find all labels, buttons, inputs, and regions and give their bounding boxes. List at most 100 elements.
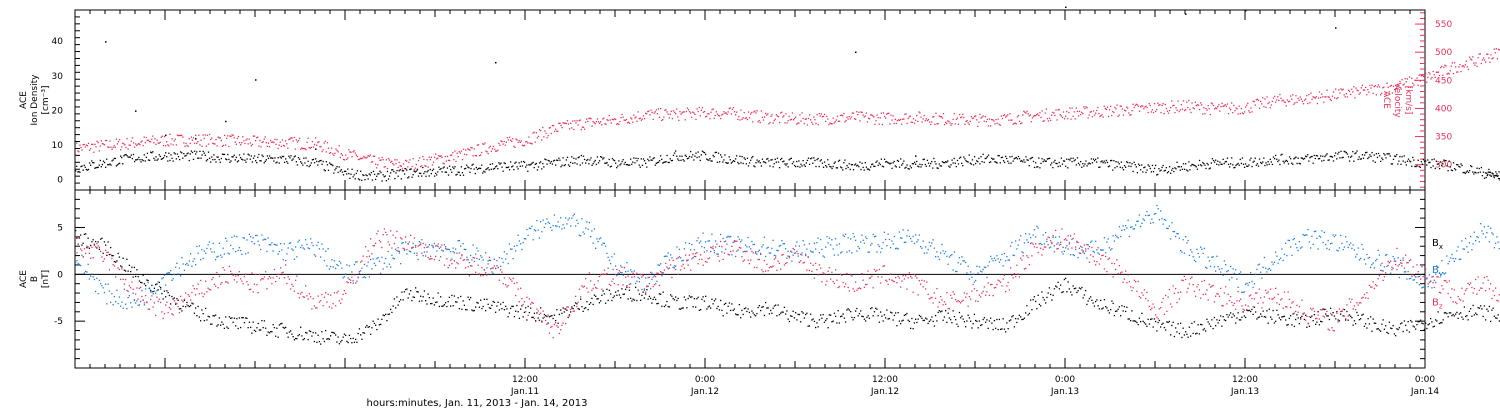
data-point: [680, 113, 682, 115]
data-point: [290, 137, 292, 139]
data-point: [987, 125, 990, 127]
data-point: [351, 342, 353, 344]
data-point: [607, 119, 609, 122]
data-point: [482, 305, 484, 308]
data-point: [264, 136, 266, 138]
data-point: [1032, 115, 1035, 118]
data-point: [746, 157, 749, 160]
data-point: [1092, 302, 1094, 304]
data-point: [1437, 311, 1439, 313]
data-point: [1130, 320, 1132, 322]
data-point: [1217, 322, 1219, 324]
data-point: [1146, 325, 1148, 328]
data-point: [710, 111, 712, 113]
data-point: [1418, 74, 1420, 76]
data-point: [705, 153, 707, 156]
data-point: [378, 260, 381, 262]
data-point: [1023, 242, 1026, 244]
data-point: [138, 142, 140, 145]
data-point: [1252, 313, 1254, 316]
data-point: [952, 310, 954, 312]
data-point: [1339, 157, 1341, 159]
data-point: [798, 122, 800, 124]
data-point: [252, 157, 255, 159]
data-point: [228, 158, 230, 161]
data-point: [1140, 169, 1142, 171]
data-point: [568, 217, 571, 219]
data-point: [1176, 109, 1178, 111]
data-point: [1497, 314, 1499, 316]
data-point: [760, 165, 763, 167]
data-point: [1236, 108, 1238, 110]
data-point: [407, 297, 409, 299]
data-point: [1261, 103, 1263, 105]
data-point: [827, 327, 829, 329]
data-point: [635, 286, 637, 288]
data-point: [1256, 318, 1258, 320]
data-point: [1037, 294, 1039, 297]
data-point: [505, 141, 508, 143]
data-point: [1339, 92, 1341, 94]
data-point: [1067, 281, 1069, 283]
data-point: [387, 313, 389, 316]
data-point: [1301, 315, 1303, 317]
data-point: [131, 266, 133, 268]
data-point: [1126, 306, 1128, 309]
data-point: [507, 166, 510, 168]
data-point: [1227, 112, 1230, 115]
data-point: [245, 317, 247, 319]
data-point: [1473, 314, 1476, 316]
data-point: [508, 136, 511, 138]
data-point: [1427, 76, 1429, 79]
data-point: [795, 165, 797, 168]
data-point: [900, 158, 902, 160]
data-point: [988, 161, 991, 164]
data-point: [1036, 166, 1038, 168]
data-point: [262, 239, 264, 241]
data-point: [543, 226, 546, 229]
data-point: [903, 314, 906, 316]
data-point: [651, 272, 653, 274]
data-point: [1071, 107, 1073, 109]
data-point: [1282, 99, 1284, 101]
data-point: [1467, 319, 1469, 321]
data-point: [586, 159, 588, 162]
data-point: [1171, 324, 1173, 327]
data-point: [545, 132, 547, 134]
data-point: [435, 301, 437, 304]
data-point: [590, 118, 592, 120]
data-point: [1366, 94, 1368, 96]
data-point: [1003, 161, 1006, 164]
data-point: [1345, 93, 1348, 95]
data-point: [705, 116, 707, 118]
data-point: [1028, 312, 1031, 315]
data-point: [628, 122, 631, 124]
data-point: [188, 305, 191, 308]
data-point: [828, 124, 830, 126]
data-point: [450, 154, 452, 157]
data-point: [220, 157, 223, 160]
data-point: [431, 244, 433, 247]
data-point: [1122, 225, 1124, 227]
data-point: [836, 167, 839, 169]
data-point: [320, 146, 322, 148]
data-point: [475, 166, 478, 169]
data-point: [1365, 86, 1367, 89]
data-point: [833, 122, 835, 124]
b-tick-label: 5: [57, 223, 63, 233]
data-point: [752, 243, 754, 246]
data-point: [471, 147, 473, 149]
data-point: [646, 113, 648, 115]
data-point: [687, 109, 690, 111]
data-point: [1125, 166, 1127, 168]
data-point: [698, 242, 701, 244]
data-point: [472, 155, 474, 157]
data-point: [1013, 122, 1015, 125]
data-point: [637, 157, 639, 160]
data-point: [1434, 76, 1436, 79]
data-point: [428, 244, 431, 246]
data-point: [198, 245, 201, 247]
data-point: [1002, 318, 1004, 320]
data-point: [102, 160, 105, 162]
data-point: [293, 156, 295, 158]
